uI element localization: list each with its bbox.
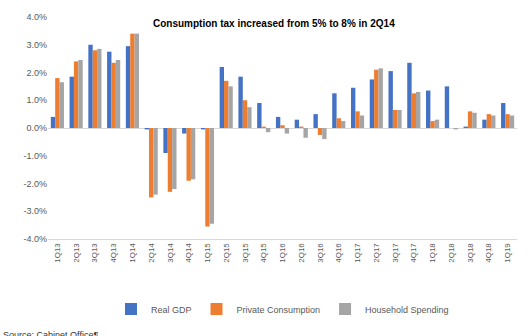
svg-text:2.0%: 2.0% bbox=[26, 68, 47, 78]
svg-text:1Q18: 1Q18 bbox=[428, 243, 437, 263]
svg-text:4Q15: 4Q15 bbox=[259, 243, 268, 263]
svg-text:1Q16: 1Q16 bbox=[278, 243, 287, 263]
svg-text:Real GDP: Real GDP bbox=[151, 305, 192, 315]
svg-text:2Q16: 2Q16 bbox=[297, 243, 306, 263]
svg-text:4Q18: 4Q18 bbox=[484, 243, 493, 263]
svg-text:2Q14: 2Q14 bbox=[147, 243, 156, 263]
svg-text:3Q14: 3Q14 bbox=[166, 243, 175, 263]
svg-text:1Q14: 1Q14 bbox=[128, 243, 137, 263]
svg-text:-4.0%: -4.0% bbox=[23, 234, 47, 244]
svg-text:-1.0%: -1.0% bbox=[23, 151, 47, 161]
svg-text:3.0%: 3.0% bbox=[26, 40, 47, 50]
svg-text:1Q19: 1Q19 bbox=[503, 243, 512, 263]
svg-text:3Q13: 3Q13 bbox=[91, 243, 100, 263]
svg-text:3Q16: 3Q16 bbox=[316, 243, 325, 263]
svg-text:4Q17: 4Q17 bbox=[409, 243, 418, 263]
svg-text:3Q18: 3Q18 bbox=[466, 243, 475, 263]
svg-text:-2.0%: -2.0% bbox=[23, 179, 47, 189]
svg-text:2Q13: 2Q13 bbox=[72, 243, 81, 263]
svg-text:4.0%: 4.0% bbox=[26, 12, 47, 22]
svg-text:4Q14: 4Q14 bbox=[184, 243, 193, 263]
svg-text:2Q18: 2Q18 bbox=[447, 243, 456, 263]
svg-text:3Q17: 3Q17 bbox=[391, 243, 400, 263]
svg-text:1Q17: 1Q17 bbox=[353, 243, 362, 263]
svg-text:4Q13: 4Q13 bbox=[109, 243, 118, 263]
svg-text:Household Spending: Household Spending bbox=[365, 305, 449, 315]
svg-text:3Q15: 3Q15 bbox=[241, 243, 250, 263]
svg-text:Source: Cabinet Office¶: Source: Cabinet Office¶ bbox=[3, 330, 98, 336]
svg-text:Consumption tax increased from: Consumption tax increased from 5% to 8% … bbox=[153, 18, 395, 29]
svg-text:1.0%: 1.0% bbox=[26, 95, 47, 105]
svg-text:1Q13: 1Q13 bbox=[53, 243, 62, 263]
svg-text:2Q15: 2Q15 bbox=[222, 243, 231, 263]
svg-text:0.0%: 0.0% bbox=[26, 123, 47, 133]
svg-text:2Q17: 2Q17 bbox=[372, 243, 381, 263]
svg-text:4Q16: 4Q16 bbox=[334, 243, 343, 263]
svg-text:1Q15: 1Q15 bbox=[203, 243, 212, 263]
svg-text:-3.0%: -3.0% bbox=[23, 206, 47, 216]
svg-text:Private Consumption: Private Consumption bbox=[237, 305, 321, 315]
